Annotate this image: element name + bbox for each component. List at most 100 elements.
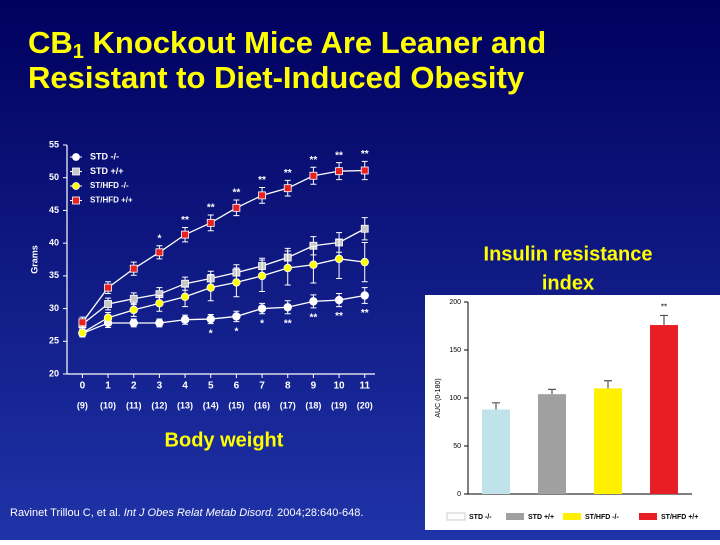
legend-marker [72,196,80,205]
series-line [82,258,365,334]
significance: ** [661,303,667,312]
y-tick-label: 40 [49,238,59,248]
y-axis-label: Grams [29,245,39,274]
chart-title: Body weight [165,429,284,451]
n-label: (13) [177,400,193,410]
y-tick-label: 0 [457,491,461,498]
title: CB1 Knockout Mice Are Leaner and [28,25,546,63]
marker [129,305,138,315]
n-label: (19) [331,400,347,410]
marker [360,166,369,175]
legend-swatch [446,512,466,521]
legend-marker [72,167,80,176]
marker [129,264,138,273]
n-label: (17) [280,400,296,410]
legend-label: STD -/- [469,514,492,521]
chart-title: index [542,272,594,294]
marker [206,314,215,324]
legend-label: ST/HFD +/+ [90,196,133,205]
chart-title: Insulin resistance [484,243,653,265]
error-bar [548,388,556,395]
n-label: (9) [77,400,88,410]
significance: * [234,326,238,337]
y-tick-label: 100 [449,395,461,402]
legend-label: STD +/+ [528,514,554,521]
marker [155,248,164,257]
citation-journal: Int J Obes Relat Metab Disord. [124,507,274,519]
n-label: (20) [357,400,373,410]
legend-swatch [506,513,524,520]
n-label: (14) [203,400,219,410]
marker [104,300,112,308]
marker [334,295,344,305]
marker [104,283,112,292]
y-axis-label: AUC (0-180) [435,378,442,417]
y-tick-label: 50 [453,443,461,450]
n-label: (18) [305,400,321,410]
marker [360,224,369,233]
marker [257,304,267,313]
marker [334,254,344,264]
x-tick-label: 4 [182,381,188,392]
x-tick-label: 10 [334,381,346,392]
y-tick-label: 25 [49,336,59,346]
marker [232,278,241,287]
significance: ** [207,203,215,214]
legend-swatch [563,513,581,520]
x-tick-label: 8 [285,381,291,392]
error-bar [660,314,668,326]
marker [181,279,189,288]
marker [309,260,318,269]
n-label: (15) [228,400,244,410]
significance: ** [310,155,318,166]
x-tick-label: 7 [259,381,265,392]
n-label: (16) [254,400,270,410]
significance: * [260,318,264,329]
marker [78,328,87,337]
significance: ** [361,149,369,160]
marker [257,271,267,281]
series-line [82,294,365,335]
marker [232,203,241,212]
y-tick-label: 30 [49,303,59,313]
bar [482,409,510,494]
n-label: (11) [126,400,142,410]
significance: * [157,233,161,244]
error-bar [604,380,612,389]
legend-marker [72,182,80,190]
legend-marker [72,153,80,161]
marker [360,291,369,300]
marker [309,171,318,180]
x-tick-label: 5 [208,381,214,392]
x-tick-label: 9 [311,381,317,392]
citation-details: 2004;28:640-648. [274,507,363,519]
error-bar [492,402,500,410]
y-tick-label: 20 [49,368,59,378]
title-text: CB [28,25,73,60]
significance: ** [258,175,266,186]
legend-label: STD +/+ [90,166,124,176]
series-line [81,228,366,325]
significance: ** [284,318,292,329]
y-tick-label: 50 [49,172,59,182]
marker [180,315,190,324]
bar [650,325,678,494]
marker [360,257,369,267]
series-line [81,169,365,323]
title-subscript: 1 [73,41,84,63]
y-tick-label: 200 [449,299,461,306]
y-tick-label: 35 [49,270,59,280]
legend-label: ST/HFD -/- [585,514,619,521]
marker [258,191,266,200]
marker [283,263,292,273]
significance: ** [335,311,343,322]
significance: ** [284,168,292,179]
marker [232,312,241,321]
x-tick-label: 6 [234,381,240,392]
bar [538,394,566,494]
title-line2: Resistant to Diet-Induced Obesity [28,60,525,95]
marker [155,299,164,308]
significance: * [209,328,213,339]
x-tick-label: 0 [80,381,86,392]
marker [78,318,87,327]
